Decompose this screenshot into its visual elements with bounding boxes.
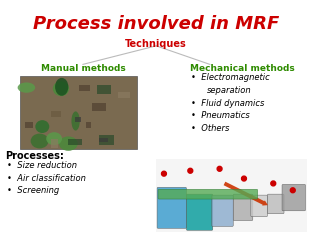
- Text: Processes:: Processes:: [5, 151, 64, 161]
- Ellipse shape: [71, 111, 80, 131]
- FancyArrow shape: [224, 182, 268, 206]
- Ellipse shape: [35, 120, 49, 133]
- FancyBboxPatch shape: [187, 194, 213, 230]
- Text: •  Air classification: • Air classification: [7, 174, 86, 183]
- Ellipse shape: [46, 132, 62, 145]
- FancyBboxPatch shape: [156, 159, 308, 232]
- Text: •  Pneumatics: • Pneumatics: [191, 111, 250, 120]
- Circle shape: [217, 166, 222, 171]
- FancyBboxPatch shape: [157, 187, 187, 228]
- Circle shape: [271, 181, 276, 186]
- FancyBboxPatch shape: [20, 76, 137, 149]
- Bar: [92, 103, 106, 111]
- Bar: [79, 85, 90, 91]
- Text: •  Electromagnetic: • Electromagnetic: [191, 73, 270, 82]
- Text: Manual methods: Manual methods: [41, 64, 125, 73]
- Circle shape: [242, 176, 246, 181]
- Circle shape: [290, 188, 295, 193]
- FancyBboxPatch shape: [251, 195, 268, 217]
- Circle shape: [162, 171, 166, 176]
- Ellipse shape: [55, 78, 68, 96]
- FancyBboxPatch shape: [268, 194, 284, 214]
- Bar: [97, 85, 111, 94]
- Circle shape: [188, 168, 193, 173]
- Text: separation: separation: [207, 86, 252, 95]
- Text: Process involved in MRF: Process involved in MRF: [33, 15, 279, 33]
- Bar: [118, 92, 130, 98]
- FancyBboxPatch shape: [282, 184, 306, 211]
- Bar: [25, 122, 33, 128]
- Ellipse shape: [18, 83, 35, 93]
- FancyBboxPatch shape: [158, 189, 258, 199]
- FancyBboxPatch shape: [212, 195, 233, 226]
- Bar: [68, 139, 82, 145]
- Bar: [76, 117, 81, 122]
- Bar: [85, 122, 91, 128]
- Text: •  Others: • Others: [191, 124, 230, 133]
- Text: •  Screening: • Screening: [7, 186, 59, 195]
- Ellipse shape: [59, 136, 78, 151]
- Bar: [51, 139, 58, 148]
- Bar: [99, 135, 114, 145]
- Ellipse shape: [31, 134, 49, 148]
- Text: •  Size reduction: • Size reduction: [7, 161, 77, 170]
- Text: Mechanical methods: Mechanical methods: [190, 64, 295, 73]
- FancyBboxPatch shape: [233, 194, 253, 221]
- Bar: [51, 111, 61, 117]
- Text: •  Fluid dynamics: • Fluid dynamics: [191, 99, 265, 108]
- Bar: [99, 138, 108, 143]
- Text: Techniques: Techniques: [125, 39, 187, 49]
- Ellipse shape: [53, 81, 69, 96]
